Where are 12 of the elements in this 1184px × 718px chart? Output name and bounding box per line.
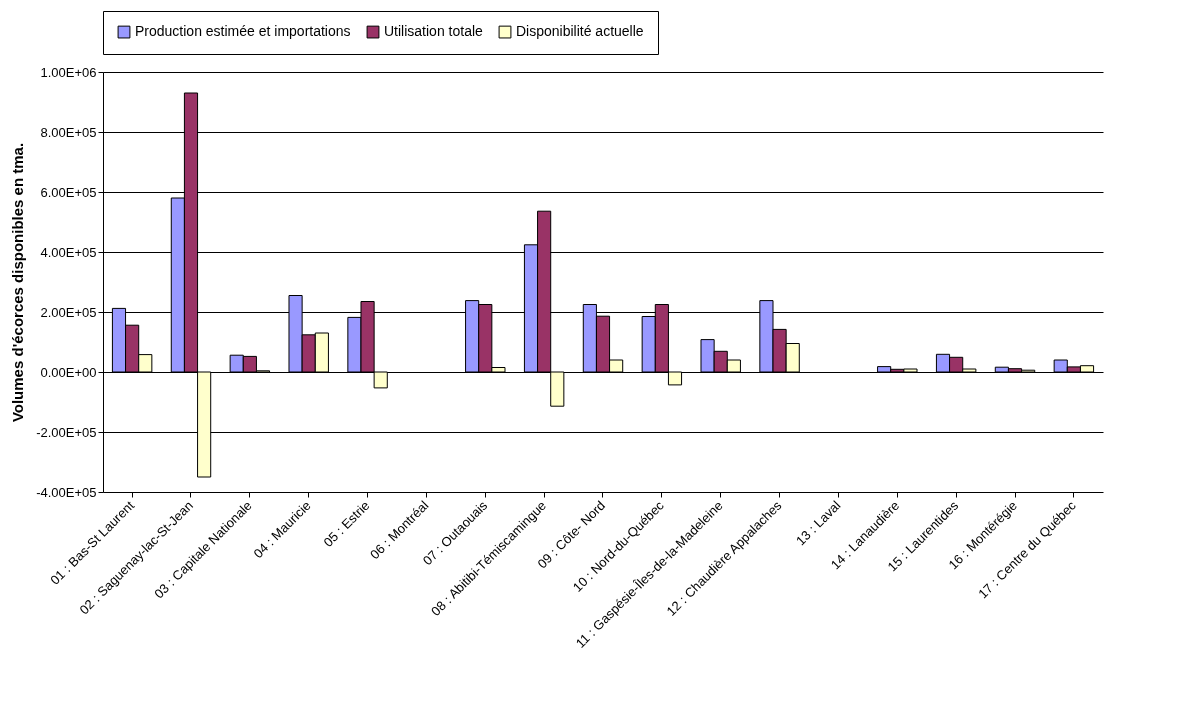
- y-tick-label: 0.00E+00: [40, 364, 97, 380]
- legend-label: Utilisation totale: [384, 23, 484, 40]
- y-tick-label: 2.00E+05: [40, 304, 97, 320]
- y-tick-label: -2.00E+05: [36, 424, 97, 440]
- y-axis-title: Volumes d'écorces disponibles en tma.: [9, 142, 27, 423]
- y-tick-label: 8.00E+05: [40, 124, 97, 140]
- y-tick-label: 1.00E+06: [40, 64, 97, 80]
- y-tick-label: -4.00E+05: [36, 484, 97, 500]
- legend-label: Production estimée et importations: [135, 23, 351, 40]
- y-tick-label: 6.00E+05: [40, 184, 97, 200]
- y-tick-label: 4.00E+05: [40, 244, 97, 260]
- legend-label: Disponibilité actuelle: [516, 23, 644, 40]
